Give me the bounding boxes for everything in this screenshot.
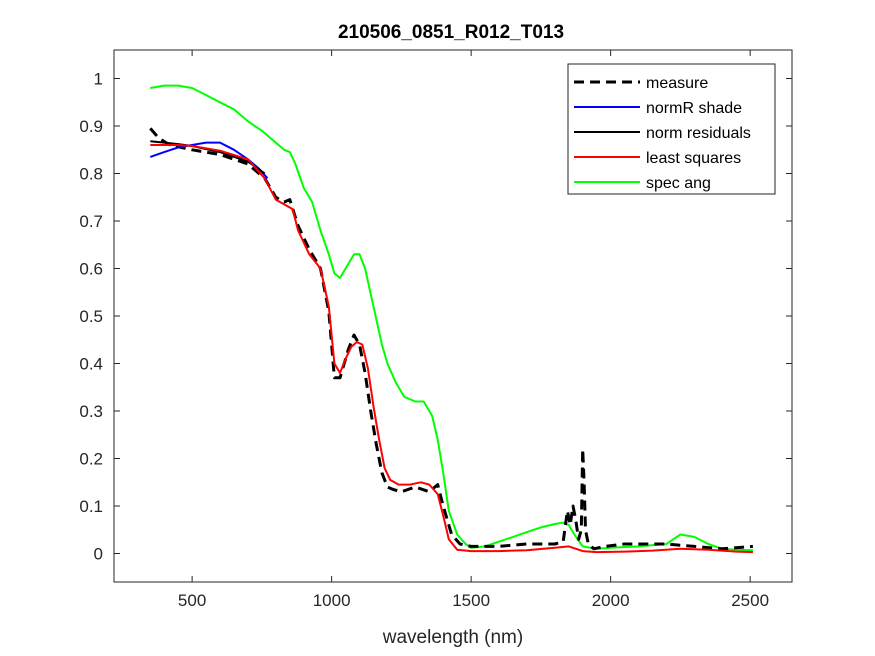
legend: measure normR shade norm residuals least sq… xyxy=(567,63,776,195)
y-tick-label: 0.8 xyxy=(79,165,103,184)
legend-box xyxy=(567,63,776,195)
y-tick-label: 0.5 xyxy=(79,307,103,326)
series-line-normR-shade xyxy=(149,141,269,179)
legend-label: measure xyxy=(646,75,708,92)
y-tick-label: 0.9 xyxy=(79,117,103,136)
series-lines xyxy=(149,84,754,554)
series-line-measure xyxy=(149,127,754,551)
x-axis: 500 1000 1500 2000 2500 xyxy=(178,50,769,610)
y-tick-label: 0.1 xyxy=(79,497,103,516)
y-tick-label: 0.2 xyxy=(79,450,103,469)
legend-label: least squares xyxy=(646,150,741,167)
y-axis: 0 0.1 0.2 0.3 0.4 0.5 0.6 0.7 0.8 0.9 1 xyxy=(79,70,792,564)
y-tick-label: 1 xyxy=(94,70,103,89)
x-tick-label: 1500 xyxy=(452,591,490,610)
y-tick-label: 0.4 xyxy=(79,355,103,374)
y-tick-label: 0.6 xyxy=(79,260,103,279)
x-axis-label: wavelength (nm) xyxy=(382,627,523,648)
y-tick-label: 0 xyxy=(94,545,103,564)
x-tick-label: 500 xyxy=(178,591,206,610)
legend-label: norm residuals xyxy=(646,125,751,142)
legend-label: normR shade xyxy=(646,100,742,117)
x-tick-label: 2000 xyxy=(592,591,630,610)
series-line-least-squares xyxy=(150,144,753,554)
x-tick-label: 2500 xyxy=(731,591,769,610)
y-tick-label: 0.7 xyxy=(79,212,103,231)
y-tick-label: 0.3 xyxy=(79,402,103,421)
chart-title: 210506_0851_R012_T013 xyxy=(338,22,564,43)
x-tick-label: 1000 xyxy=(313,591,351,610)
legend-label: spec ang xyxy=(646,175,711,192)
